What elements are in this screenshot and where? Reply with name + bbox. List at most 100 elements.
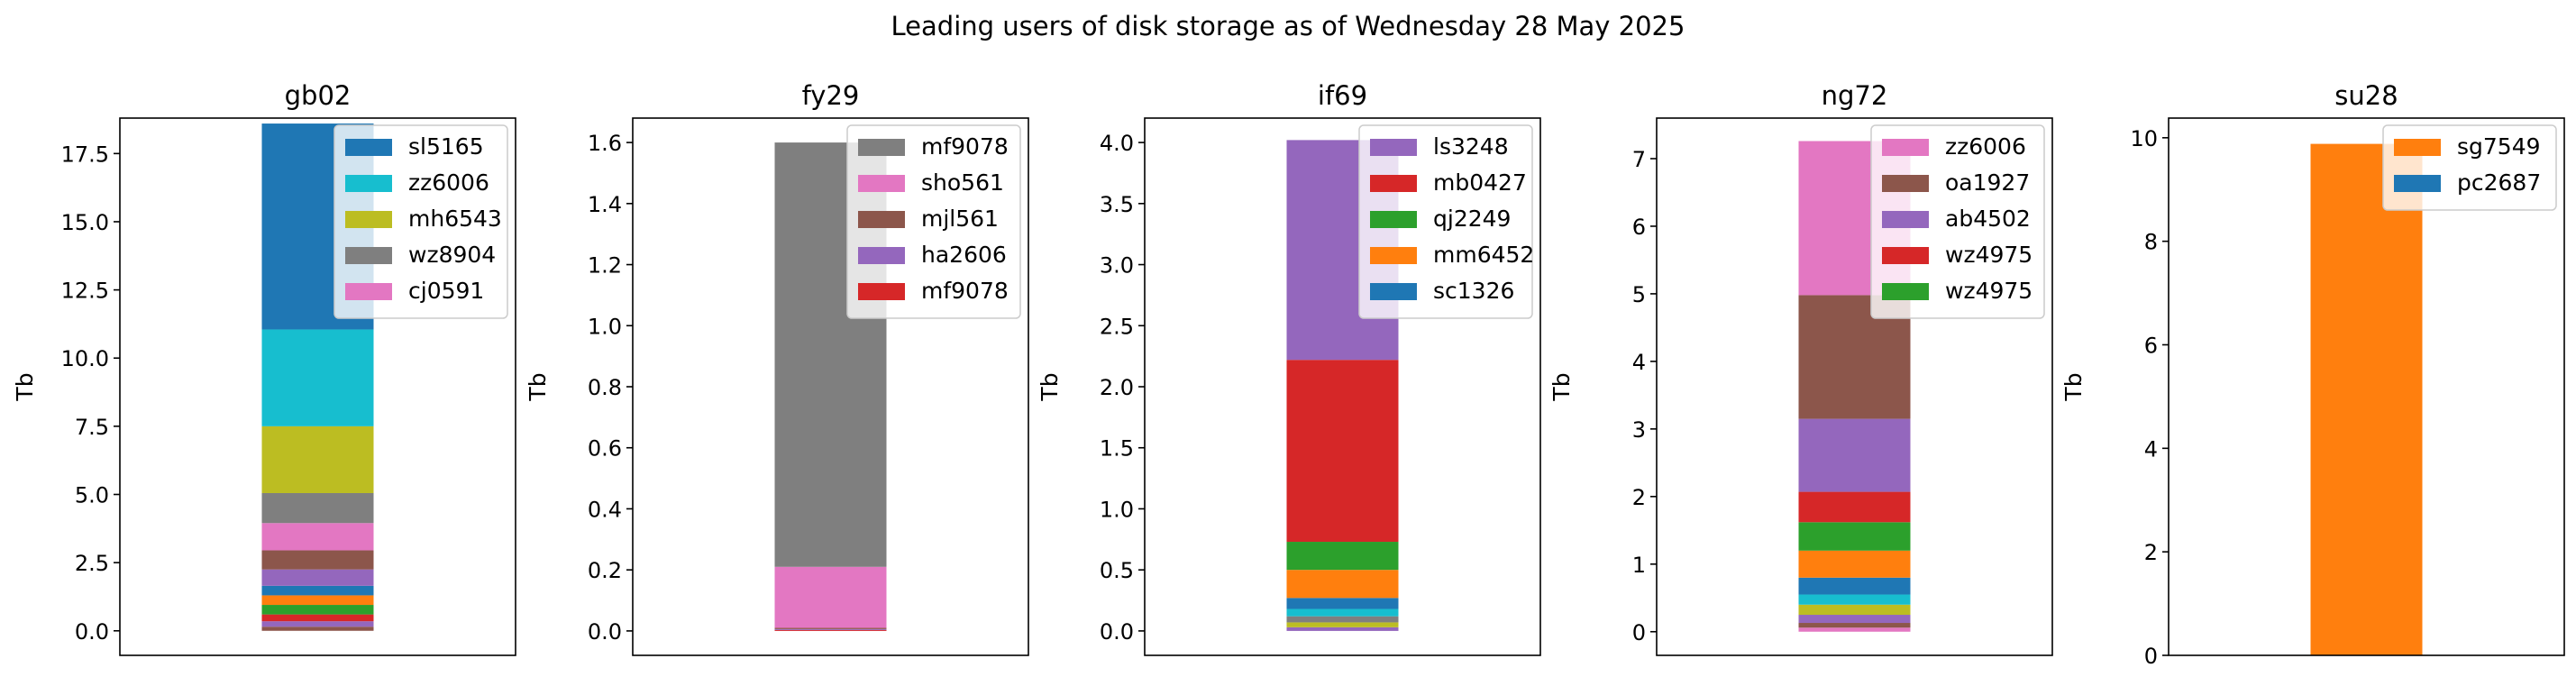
legend-swatch — [345, 139, 392, 156]
bar-segment — [1798, 418, 1911, 492]
y-tick-label: 6 — [1632, 215, 1646, 240]
chart-ng72: 0 1 2 3 4 5 6 7 ng72 Tb zz6006 oa1927 ab4502 wz4975 wz… — [1548, 80, 2053, 656]
legend-label: mf9078 — [921, 133, 1009, 160]
legend-label: zz6006 — [408, 169, 489, 196]
legend-swatch — [1370, 211, 1417, 228]
y-tick-label: 4.0 — [1100, 131, 1134, 156]
legend-swatch — [1882, 247, 1929, 264]
bar-segment — [261, 425, 374, 493]
bar-segment — [1798, 604, 1911, 616]
y-tick-label: 10 — [2130, 126, 2158, 151]
y-tick-label: 0 — [1632, 620, 1646, 645]
chart-su28: 0 2 4 6 8 10 su28 Tb sg7549 pc2687 — [2060, 80, 2565, 669]
y-tick-label: 2 — [2144, 540, 2158, 565]
legend-swatch — [858, 139, 905, 156]
y-axis-label: Tb — [1548, 372, 1575, 401]
y-tick-label: 0.0 — [75, 619, 109, 645]
y-tick-label: 17.5 — [61, 142, 109, 167]
legend-label: sc1326 — [1433, 278, 1514, 304]
y-tick-label: 3 — [1632, 417, 1646, 443]
legend-label: mjl561 — [921, 206, 999, 232]
bar-segment — [774, 629, 887, 631]
bar-segment — [1798, 522, 1911, 551]
bar-segment — [1798, 594, 1911, 605]
legend-frame — [1870, 124, 2045, 319]
y-axis-label: Tb — [1037, 372, 1063, 401]
y-tick-label: 4 — [2144, 436, 2158, 462]
axes-frame — [119, 117, 516, 656]
legend-swatch — [345, 175, 392, 192]
y-tick-label: 12.5 — [61, 279, 109, 304]
bar-segment — [261, 329, 374, 426]
bar-segment — [261, 627, 374, 631]
legend-swatch — [1882, 283, 1929, 300]
legend-label: ls3248 — [1433, 133, 1509, 160]
y-tick-label: 0.8 — [588, 375, 622, 400]
chart-if69: 0.0 0.5 1.0 1.5 2.0 2.5 3.0 3.5 4.0 if69 Tb ls3248 m… — [1037, 80, 1541, 656]
legend-swatch — [1370, 283, 1417, 300]
y-tick-label: 1.4 — [588, 192, 622, 217]
y-axis-label: Tb — [525, 372, 551, 401]
bar-segment — [261, 585, 374, 596]
legend-swatch — [345, 283, 392, 300]
legend-swatch — [1370, 247, 1417, 264]
chart-title: fy29 — [802, 80, 860, 111]
bar-segment — [261, 550, 374, 570]
legend-label: sl5165 — [408, 133, 484, 160]
bar-segment — [1798, 550, 1911, 578]
y-tick-label: 3.5 — [1100, 192, 1134, 217]
legend-frame — [846, 124, 1021, 319]
y-tick-label: 7.5 — [75, 415, 109, 440]
bar-segment — [261, 605, 374, 615]
y-tick-label: 0.5 — [1100, 558, 1134, 583]
legend-swatch — [345, 247, 392, 264]
bar-segment — [261, 569, 374, 586]
chart-title: ng72 — [1822, 80, 1888, 111]
bar-segment — [2310, 143, 2423, 655]
chart-title: su28 — [2334, 80, 2398, 111]
bar-segment — [261, 492, 374, 524]
figure-suptitle: Leading users of disk storage as of Wedn… — [891, 11, 1685, 41]
legend-label: cj0591 — [408, 278, 484, 304]
bar-segment — [1798, 491, 1911, 523]
legend-swatch — [1370, 175, 1417, 192]
y-tick-label: 5 — [1632, 282, 1646, 307]
y-tick-label: 0.0 — [1100, 619, 1134, 645]
bar-segment — [1286, 608, 1399, 617]
bar-segment — [261, 523, 374, 551]
legend-label: ab4502 — [1945, 206, 2031, 232]
bar-segment — [261, 621, 374, 627]
y-tick-label: 3.0 — [1100, 253, 1134, 279]
y-tick-label: 2 — [1632, 485, 1646, 510]
legend-swatch — [1882, 139, 1929, 156]
y-tick-label: 4 — [1632, 350, 1646, 375]
y-tick-label: 2.5 — [75, 551, 109, 576]
legend-label: mh6543 — [408, 206, 502, 232]
bar-segment — [1286, 360, 1399, 543]
y-tick-label: 2.0 — [1100, 375, 1134, 400]
bar-segment — [1286, 616, 1399, 623]
y-tick-label: 10.0 — [61, 346, 109, 371]
y-tick-label: 0.6 — [588, 436, 622, 462]
y-tick-label: 2.5 — [1100, 314, 1134, 339]
y-tick-label: 7 — [1632, 147, 1646, 172]
legend-swatch — [858, 175, 905, 192]
legend-label: sg7549 — [2457, 133, 2541, 160]
bar-segment — [774, 566, 887, 628]
y-axis-label: Tb — [2060, 372, 2087, 401]
legend-swatch — [858, 211, 905, 228]
chart-title: if69 — [1318, 80, 1367, 111]
y-tick-label: 1.5 — [1100, 436, 1134, 462]
bar-segment — [774, 627, 887, 629]
bar-segment — [1798, 577, 1911, 595]
bar-segment — [261, 595, 374, 606]
legend-swatch — [2394, 139, 2441, 156]
legend-label: wz4975 — [1945, 242, 2032, 268]
y-tick-label: 1.0 — [1100, 497, 1134, 522]
legend-swatch — [1882, 211, 1929, 228]
legend-frame — [333, 124, 508, 319]
y-tick-label: 1.2 — [588, 253, 622, 279]
bar-segment — [1286, 598, 1399, 609]
